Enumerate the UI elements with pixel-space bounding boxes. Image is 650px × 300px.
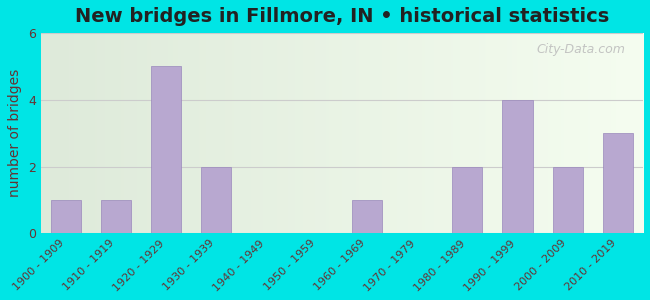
Bar	[502, 100, 532, 233]
Bar	[202, 167, 231, 233]
Bar	[552, 167, 583, 233]
Bar	[603, 133, 633, 233]
Text: City-Data.com: City-Data.com	[536, 43, 625, 56]
Bar	[452, 167, 482, 233]
Y-axis label: number of bridges: number of bridges	[8, 69, 22, 197]
Bar	[352, 200, 382, 233]
Bar	[151, 66, 181, 233]
Title: New bridges in Fillmore, IN • historical statistics: New bridges in Fillmore, IN • historical…	[75, 7, 609, 26]
Bar	[51, 200, 81, 233]
Bar	[101, 200, 131, 233]
